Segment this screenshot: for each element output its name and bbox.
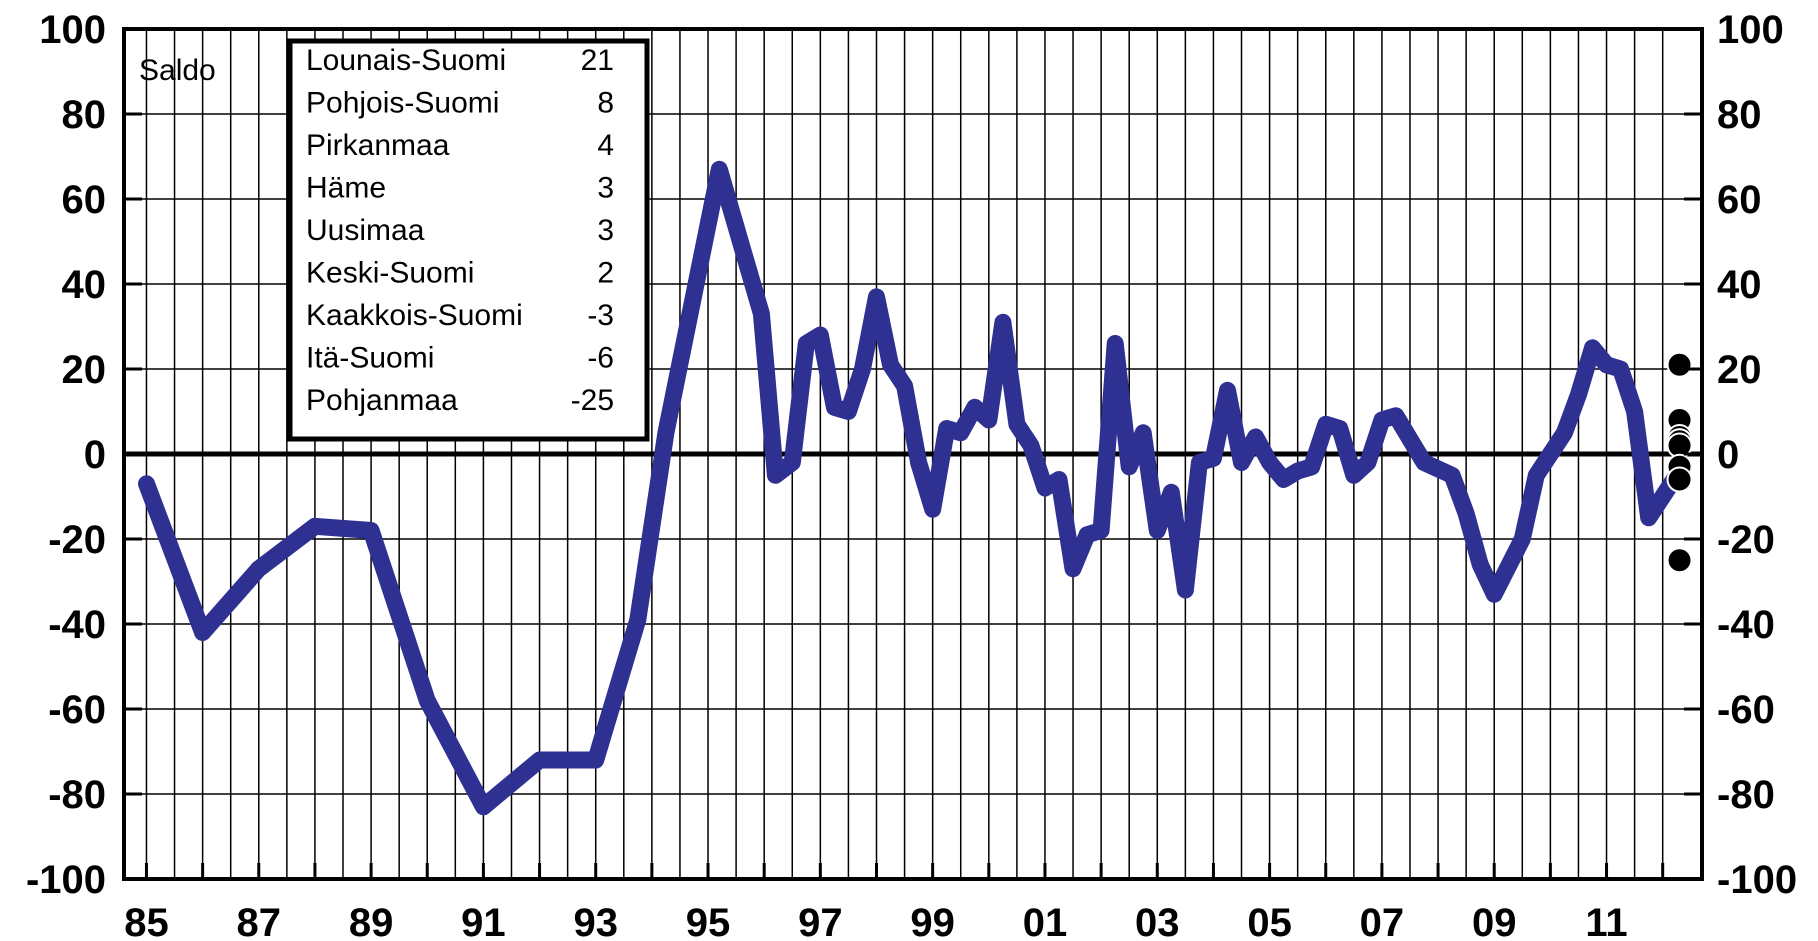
x-tick-label: 97 [798,901,843,941]
y-tick-label: -80 [48,773,106,817]
regional-point [1666,351,1693,378]
y-tick-label: -40 [1717,603,1775,647]
y-tick-label: 100 [1717,8,1784,52]
regional-points [1666,351,1693,574]
x-tick-label: 11 [1585,901,1627,941]
x-tick-label: 07 [1360,901,1405,941]
legend: Lounais-Suomi 21 Pohjois-Suomi 8 Pirkanmaa 4 H… [287,38,650,442]
y-tick-label: -100 [26,858,106,902]
x-tick-label: 93 [573,901,618,941]
series-line [138,160,1686,816]
regional-point [1666,466,1693,493]
y-tick-label: -20 [1717,518,1775,562]
y-tick-label: 20 [1717,348,1762,392]
legend-rows: Lounais-Suomi 21 Pohjois-Suomi 8 Pirkanmaa 4 H… [306,44,614,417]
y-axis-left-labels: 100 80 60 40 20 0 -20 -40 -60 -80 -100 [26,8,106,902]
y-tick-label: -40 [48,603,106,647]
x-tick-label: 87 [237,901,282,941]
y-tick-label: 60 [62,178,107,222]
legend-entry-value: 3 [597,214,614,247]
y-tick-label: 0 [1717,433,1739,477]
y-axis-right-labels: 100 80 60 40 20 0 -20 -40 -60 -80 -100 [1717,8,1797,902]
x-tick-label: 01 [1023,901,1068,941]
legend-entry-value: 4 [597,129,614,162]
y-tick-label: -20 [48,518,106,562]
y-tick-label: 0 [84,433,106,477]
y-tick-label: -80 [1717,773,1775,817]
y-tick-label: 80 [1717,93,1762,137]
x-tick-label: 91 [461,901,506,941]
legend-entry-name: Itä-Suomi [306,342,434,375]
legend-entry-name: Kaakkois-Suomi [306,299,523,332]
legend-entry-value: -6 [587,342,614,375]
y-tick-label: 60 [1717,178,1762,222]
legend-entry-name: Häme [306,172,386,205]
y-unit-label: Saldo [139,54,216,87]
x-tick-marks [144,863,1665,879]
y-tick-label: 20 [62,348,107,392]
x-tick-label: 03 [1135,901,1180,941]
legend-entry-name: Pirkanmaa [306,129,450,162]
legend-box [287,38,650,442]
x-tick-label: 05 [1247,901,1292,941]
x-tick-label: 89 [349,901,394,941]
y-tick-marks [124,27,1702,881]
legend-entry-value: 2 [597,257,614,290]
x-tick-label: 95 [686,901,731,941]
legend-entry-name: Keski-Suomi [306,257,474,290]
legend-entry-name: Pohjanmaa [306,384,458,417]
legend-entry-value: 21 [581,44,614,77]
legend-entry-name: Pohjois-Suomi [306,87,499,120]
legend-entry-value: -25 [571,384,614,417]
y-tick-label: 80 [62,93,107,137]
legend-entry-name: Uusimaa [306,214,425,247]
legend-entry-name: Lounais-Suomi [306,44,506,77]
y-tick-label: 40 [62,263,107,307]
legend-entry-value: 8 [597,87,614,120]
y-tick-label: 100 [39,8,106,52]
y-tick-label: 40 [1717,263,1762,307]
legend-entry-value: 3 [597,172,614,205]
legend-entry-value: -3 [587,299,614,332]
x-tick-label: 99 [910,901,955,941]
y-tick-label: -60 [1717,688,1775,732]
x-tick-label: 09 [1472,901,1517,941]
x-axis-labels: 85 87 89 91 93 95 97 99 01 03 05 07 09 11 [124,901,1627,941]
y-tick-label: -60 [48,688,106,732]
x-tick-label: 85 [124,901,169,941]
regional-point [1666,547,1693,574]
y-tick-label: -100 [1717,858,1797,902]
